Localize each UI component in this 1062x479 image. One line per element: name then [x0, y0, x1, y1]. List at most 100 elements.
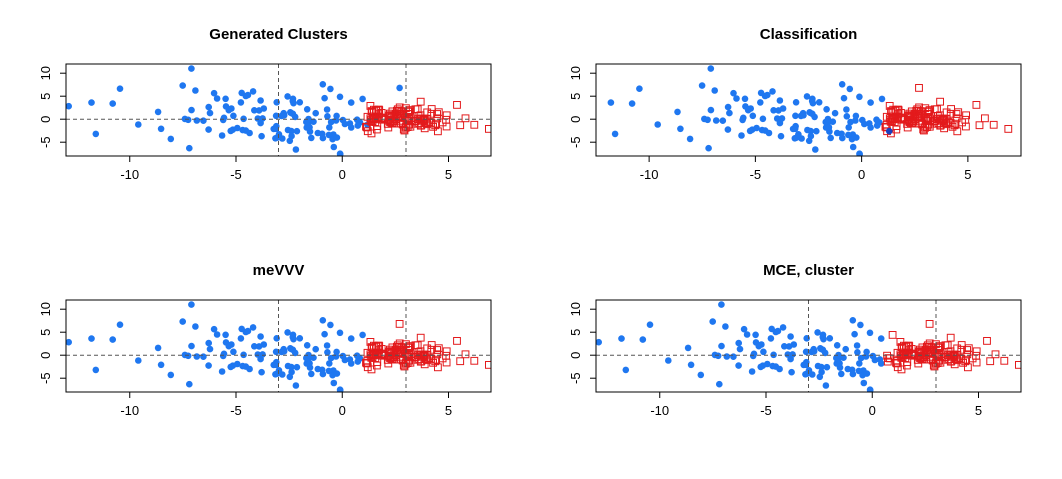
- y-tick-label: 5: [38, 329, 53, 336]
- data-point-cluster-1: [866, 329, 874, 337]
- data-point-cluster-2: [972, 358, 981, 367]
- data-point-cluster-1: [205, 103, 212, 111]
- data-point-cluster-2: [916, 116, 925, 125]
- data-point-cluster-1: [814, 329, 821, 336]
- plot-area: [66, 300, 491, 392]
- data-point-cluster-1: [188, 342, 195, 350]
- data-point-cluster-1: [333, 134, 341, 141]
- data-point-cluster-1: [677, 125, 684, 133]
- data-point-cluster-1: [289, 97, 297, 105]
- data-point-cluster-1: [596, 338, 602, 346]
- chart-title: meVVV: [253, 262, 305, 279]
- data-point-cluster-1: [707, 106, 715, 114]
- data-point-cluster-1: [341, 120, 349, 128]
- data-point-cluster-1: [833, 129, 841, 137]
- data-point-cluster-1: [746, 127, 754, 135]
- y-tick-label: 10: [38, 302, 53, 316]
- data-point-cluster-1: [791, 125, 799, 133]
- data-point-cluster-1: [777, 132, 785, 140]
- data-point-cluster-1: [866, 386, 874, 392]
- data-point-cluster-1: [871, 356, 879, 364]
- data-point-cluster-2: [392, 119, 401, 128]
- x-tick-label: 5: [445, 167, 452, 182]
- data-point-cluster-2: [362, 122, 370, 131]
- y-tick-label: -5: [38, 372, 53, 384]
- data-point-cluster-1: [219, 352, 227, 360]
- data-point-cluster-2: [898, 344, 907, 352]
- data-point-cluster-1: [815, 99, 823, 106]
- data-point-cluster-2: [434, 108, 443, 117]
- data-point-cluster-1: [333, 370, 341, 377]
- data-point-cluster-1: [611, 130, 619, 138]
- x-tick-label: -5: [750, 167, 762, 182]
- data-point-cluster-1: [873, 116, 880, 123]
- data-point-cluster-1: [854, 349, 861, 356]
- data-point-cluster-2: [946, 109, 955, 118]
- data-point-cluster-1: [192, 87, 199, 94]
- x-tick-label: 5: [975, 403, 982, 418]
- data-point-cluster-2: [934, 343, 943, 352]
- data-point-cluster-2: [384, 359, 393, 368]
- data-point-cluster-1: [802, 348, 810, 356]
- data-point-cluster-1: [863, 370, 871, 377]
- chart-title: MCE, cluster: [763, 262, 854, 279]
- data-point-cluster-2: [438, 118, 447, 127]
- y-tick-label: 0: [38, 352, 53, 359]
- data-point-cluster-1: [289, 110, 297, 118]
- data-point-cluster-1: [319, 370, 327, 378]
- data-point-cluster-1: [330, 379, 338, 387]
- data-point-cluster-1: [157, 125, 165, 133]
- data-point-cluster-1: [193, 117, 201, 124]
- data-point-cluster-1: [237, 99, 245, 106]
- y-tick-label: -5: [568, 136, 583, 148]
- data-point-cluster-2: [972, 347, 981, 356]
- data-point-cluster-1: [849, 317, 857, 324]
- x-tick-label: 0: [339, 403, 346, 418]
- data-point-cluster-1: [804, 126, 811, 134]
- chart-title: Generated Clusters: [209, 26, 347, 43]
- data-point-cluster-1: [296, 99, 304, 106]
- data-point-cluster-1: [838, 81, 846, 88]
- data-point-cluster-2: [370, 341, 378, 350]
- data-point-cluster-2: [442, 358, 451, 367]
- data-point-cluster-2: [957, 345, 966, 354]
- data-point-cluster-2: [888, 331, 897, 339]
- y-tick-label: -5: [38, 136, 53, 148]
- data-point-cluster-1: [333, 348, 340, 356]
- data-point-cluster-1: [251, 343, 258, 350]
- y-tick-label: 0: [568, 352, 583, 359]
- data-point-cluster-2: [485, 125, 491, 133]
- data-point-cluster-1: [622, 366, 630, 374]
- data-point-cluster-2: [941, 119, 950, 127]
- data-point-cluster-1: [788, 368, 795, 376]
- data-point-cluster-2: [893, 105, 902, 114]
- data-point-cluster-2: [384, 123, 393, 132]
- data-point-cluster-1: [272, 125, 280, 133]
- data-point-cluster-1: [308, 370, 315, 378]
- data-point-cluster-1: [768, 325, 775, 333]
- data-point-cluster-2: [940, 116, 948, 125]
- data-point-cluster-1: [327, 321, 334, 329]
- data-point-cluster-2: [975, 121, 984, 130]
- data-point-cluster-2: [911, 119, 920, 128]
- data-point-cluster-2: [434, 344, 443, 353]
- data-point-cluster-1: [284, 126, 292, 134]
- data-point-cluster-1: [744, 106, 752, 114]
- data-point-cluster-1: [310, 118, 317, 125]
- data-point-cluster-1: [857, 354, 865, 362]
- data-point-cluster-2: [962, 122, 970, 131]
- data-point-cluster-1: [353, 352, 361, 360]
- data-point-cluster-1: [718, 301, 725, 308]
- data-point-cluster-2: [972, 101, 981, 109]
- data-point-cluster-1: [258, 132, 265, 140]
- data-point-cluster-1: [757, 89, 765, 97]
- data-point-cluster-1: [849, 143, 857, 151]
- data-point-cluster-1: [225, 106, 233, 114]
- data-point-cluster-1: [167, 371, 175, 379]
- data-point-cluster-2: [453, 337, 461, 345]
- data-point-cluster-1: [722, 323, 729, 330]
- data-point-cluster-2: [942, 114, 951, 123]
- data-point-cluster-1: [312, 109, 320, 117]
- data-point-cluster-1: [323, 342, 331, 349]
